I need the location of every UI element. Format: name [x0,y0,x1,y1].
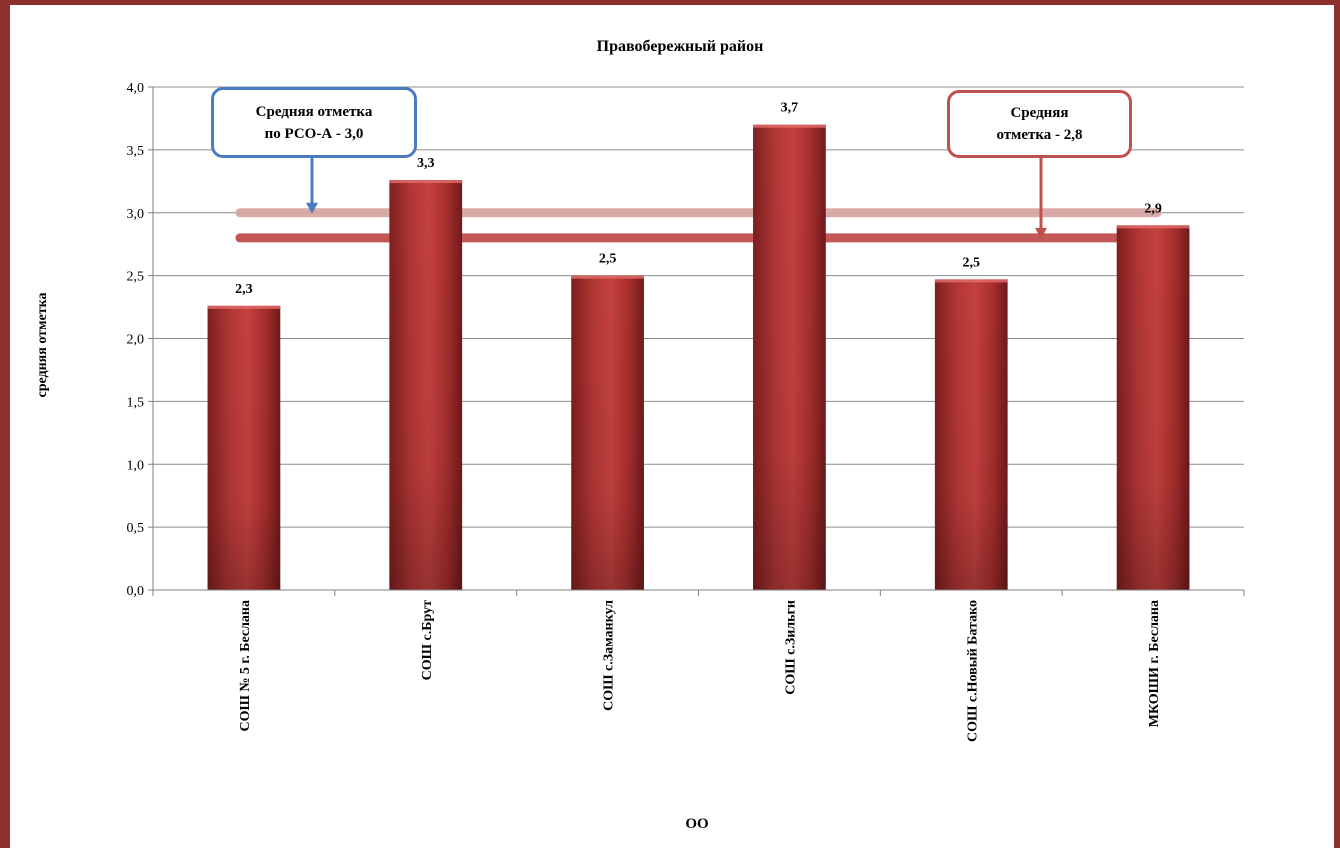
y-tick-label: 3,0 [127,207,145,222]
bar-shade [753,124,826,590]
y-tick-label: 0,0 [127,584,145,599]
bar-top [753,124,826,128]
bar-shade [1116,225,1190,590]
value-label: 2,5 [963,255,981,270]
category-label: МКОШИ г. Беслана [1147,600,1162,727]
callout-district-average: Средняя отметка - 2,8 [947,90,1132,158]
bar-top [934,279,1008,283]
category-label: СОШ с.Заманкул [602,600,617,711]
bar [571,275,644,590]
bar-shade [207,305,281,590]
axes [148,86,1245,596]
labels: 0,0 0,5 1,0 1,5 2,0 2,5 3,0 3,5 4,0 2,3 СОШ № 5 г.… [127,81,1163,742]
callout-district-line-2: отметка - 2,8 [996,127,1083,143]
y-tick-label: 2,0 [127,333,145,348]
rso-arrow-head [306,202,318,214]
bars [207,124,1190,590]
bar-shade [389,180,463,590]
callout-rso-line-1: Средняя отметка [255,103,373,120]
y-axis-title: средняя отметка [35,293,50,398]
bar-shade [934,279,1008,590]
value-label: 2,3 [235,282,253,297]
bar-shade [571,275,644,590]
category-label: СОШ с.Зильги [783,600,798,695]
reference-lines [235,208,1162,243]
bar-top [389,180,463,184]
y-tick-label: 3,5 [127,144,145,159]
value-label: 2,5 [599,252,617,267]
x-axis-title: ОО [685,816,708,832]
callout-district-line-1: Средняя [1010,105,1069,121]
value-label: 2,9 [1144,201,1162,216]
bar-top [571,275,644,279]
category-label: СОШ № 5 г. Беслана [238,600,253,732]
bar [389,180,463,590]
y-tick-label: 1,0 [127,458,145,473]
bar-top [207,305,281,309]
category-label: СОШ с.Новый Батако [965,600,980,742]
y-tick-label: 1,5 [127,395,145,410]
bar [1116,225,1190,590]
value-label: 3,3 [417,156,435,171]
bar-top [1116,225,1190,229]
bar [753,124,826,590]
y-tick-label: 4,0 [127,81,145,96]
bar [207,305,281,590]
chart-title: Правобережный район [597,38,764,55]
y-tick-label: 2,5 [127,270,145,285]
district-arrow-head [1035,227,1047,239]
callout-rso-line-2: по РСО-А - 3,0 [264,125,364,142]
bar [934,279,1008,590]
value-label: 3,7 [781,101,799,116]
callout-rso-average: Средняя отметка по РСО-А - 3,0 [211,87,417,158]
callout-arrows [306,158,1047,239]
y-tick-label: 0,5 [127,521,145,536]
category-label: СОШ с.Брут [420,600,435,680]
